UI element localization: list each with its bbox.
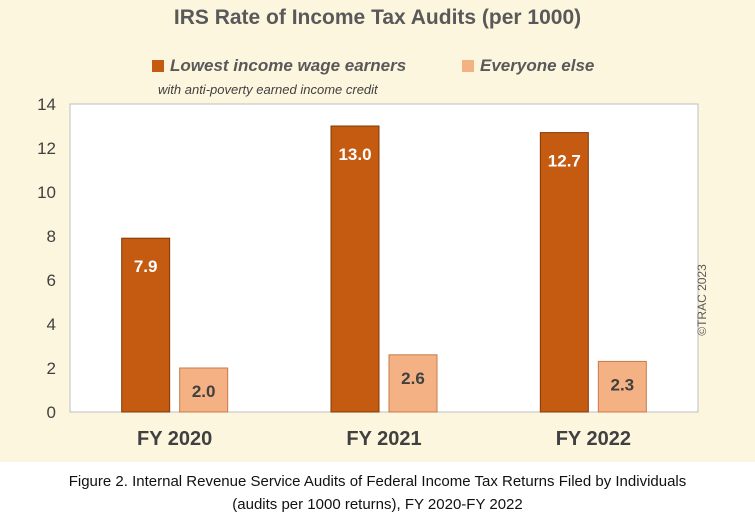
bar-lowest-income — [539, 132, 589, 413]
legend: Lowest income wage earners Everyone else — [0, 56, 755, 80]
x-category-label: FY 2020 — [137, 428, 212, 450]
data-label: 2.6 — [401, 369, 425, 388]
y-tick-label: 8 — [47, 227, 56, 246]
bar-everyone-else — [388, 354, 438, 413]
data-label: 2.0 — [192, 382, 216, 401]
bar-chart: 0 2 4 6 8 10 12 14 FY 2020 FY 2021 FY 2022 7.9 2.0 1… — [37, 95, 699, 450]
data-label: 12.7 — [548, 152, 581, 171]
legend-note: with anti-poverty earned income credit — [158, 82, 378, 97]
legend-swatch-lowest-income — [152, 60, 164, 72]
y-tick-label: 12 — [37, 139, 56, 158]
bar-everyone-else — [179, 367, 229, 413]
bar-lowest-income — [330, 125, 380, 413]
legend-item-everyone-else: Everyone else — [462, 56, 594, 76]
y-tick-label: 14 — [37, 95, 56, 114]
data-label: 2.3 — [611, 375, 635, 394]
watermark: ©TRAC 2023 — [695, 264, 709, 336]
y-tick-label: 0 — [47, 403, 56, 422]
caption-line-2: (audits per 1000 returns), FY 2020-FY 20… — [232, 496, 523, 513]
caption-line-1: Figure 2. Internal Revenue Service Audit… — [68, 473, 687, 490]
y-tick-label: 2 — [47, 359, 56, 378]
legend-item-lowest-income: Lowest income wage earners — [152, 56, 406, 76]
x-category-label: FY 2021 — [346, 428, 421, 450]
chart-title: IRS Rate of Income Tax Audits (per 1000) — [173, 6, 582, 29]
bar-lowest-income — [121, 237, 171, 413]
legend-label-everyone-else: Everyone else — [480, 56, 595, 75]
y-tick-label: 6 — [47, 271, 56, 290]
figure-caption: Figure 2. Internal Revenue Service Audit… — [0, 470, 755, 516]
y-tick-label: 10 — [37, 183, 56, 202]
legend-swatch-everyone-else — [462, 60, 474, 72]
bar-everyone-else — [597, 360, 647, 413]
data-label: 13.0 — [338, 145, 371, 164]
y-tick-label: 4 — [47, 315, 56, 334]
x-category-label: FY 2022 — [556, 428, 631, 450]
plot-area — [69, 103, 699, 413]
legend-label-lowest-income: Lowest income wage earners — [170, 56, 407, 75]
data-label: 7.9 — [134, 257, 158, 276]
